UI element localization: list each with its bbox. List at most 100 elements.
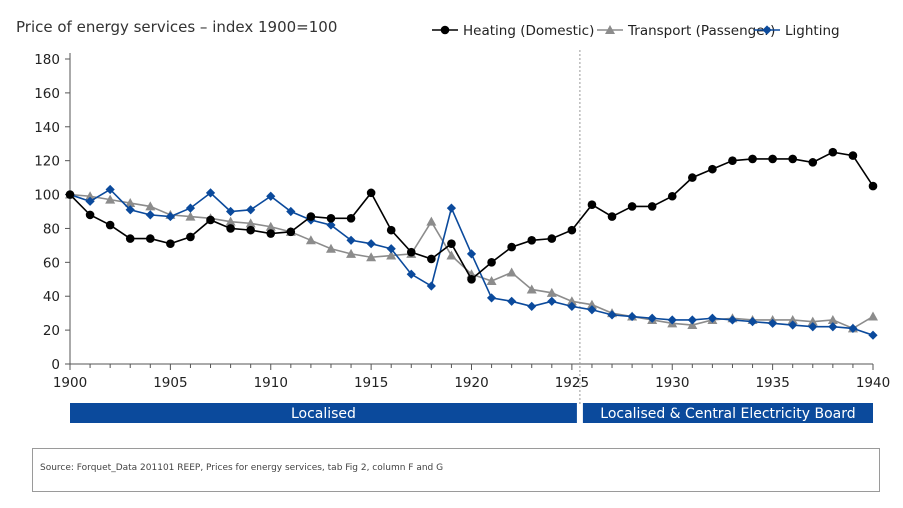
data-point [446, 203, 457, 213]
data-point [848, 323, 858, 334]
data-point [305, 235, 316, 245]
line-chart: 0 20 40 60 80 100 120 140 160 180 1900 1905 1910 1915… [34, 23, 890, 423]
data-point [487, 258, 496, 267]
period-band-bar [582, 403, 873, 423]
data-point [185, 211, 196, 221]
data-point [105, 220, 115, 230]
data-point [366, 252, 377, 262]
data-point [206, 215, 215, 225]
data-point [105, 194, 116, 204]
data-point [205, 188, 216, 198]
data-point [807, 316, 818, 326]
data-point [688, 173, 697, 182]
data-point [848, 151, 858, 160]
y-tick-label: 140 [34, 120, 60, 136]
data-point [567, 225, 577, 235]
data-point [708, 164, 717, 174]
data-point [828, 147, 838, 157]
data-point [647, 313, 657, 323]
data-point [827, 314, 838, 324]
data-point [808, 158, 818, 167]
data-point [748, 154, 757, 164]
data-point [186, 232, 195, 242]
data-point [326, 220, 336, 230]
data-point [788, 320, 798, 330]
data-point [245, 218, 256, 228]
data-point [466, 249, 477, 259]
source-box: Source: Forquet_Data 201101 REEP, Prices… [32, 448, 880, 492]
data-point [546, 287, 557, 297]
legend-marker [440, 25, 450, 35]
data-point [65, 190, 75, 199]
legend: Heating (Domestic) Transport (Passenger) L… [432, 23, 840, 39]
data-point [446, 250, 457, 260]
data-point [467, 274, 476, 284]
period-bands: Localised Localised & Central Electricity… [70, 403, 873, 423]
data-point [727, 315, 738, 325]
data-point [687, 315, 697, 325]
legend-label: Transport (Passenger) [627, 23, 775, 39]
data-point [406, 247, 416, 257]
y-tick-label: 80 [43, 221, 60, 237]
x-tick-label: 1900 [53, 375, 87, 391]
data-point [667, 315, 677, 325]
data-point [85, 191, 96, 201]
data-point [788, 154, 797, 164]
period-band: Localised & Central Electricity Board [582, 403, 873, 423]
data-point [647, 202, 657, 211]
data-point [246, 225, 255, 235]
data-point [627, 311, 637, 322]
data-point [325, 243, 336, 253]
series-lighting [65, 184, 878, 340]
data-point [386, 250, 397, 260]
data-point [526, 284, 537, 294]
data-point [728, 156, 737, 165]
data-point [266, 229, 276, 238]
period-band-bar [70, 403, 577, 423]
data-point [226, 224, 235, 233]
data-point [547, 296, 557, 306]
data-point [406, 269, 416, 279]
axes: 0 20 40 60 80 100 120 140 160 180 1900 1905 1910 1915… [34, 50, 890, 405]
data-point [246, 205, 256, 215]
y-tick-label: 0 [51, 357, 60, 373]
series-heating-domestic [65, 147, 878, 284]
y-tick-label: 160 [34, 86, 60, 102]
data-point [85, 210, 95, 220]
data-point [286, 227, 296, 237]
data-point [566, 296, 577, 306]
data-point [185, 203, 196, 213]
y-tick-label: 20 [43, 323, 60, 339]
data-point [447, 239, 456, 248]
data-point [146, 234, 155, 243]
data-point [366, 188, 376, 198]
data-point [165, 211, 175, 222]
y-tick-label: 100 [34, 188, 60, 204]
data-point [346, 213, 356, 223]
data-point [145, 210, 155, 220]
y-tick-label: 180 [34, 52, 60, 68]
period-band-label: Localised & Central Electricity Board [600, 406, 855, 422]
data-point [506, 267, 517, 277]
data-point [326, 213, 336, 223]
data-point [587, 200, 597, 210]
x-tick-label: 1905 [153, 375, 187, 391]
source-note: Source: Forquet_Data 201101 REEP, Prices… [40, 463, 444, 473]
data-point [346, 235, 356, 245]
data-point [607, 310, 617, 320]
data-point [125, 198, 136, 208]
data-point [366, 239, 376, 249]
data-point [426, 281, 436, 291]
data-point [486, 275, 497, 285]
data-point [787, 314, 798, 324]
data-point [225, 216, 236, 226]
x-tick-label: 1920 [454, 375, 488, 391]
data-point [226, 206, 236, 217]
chart-title: Price of energy services – index 1900=10… [16, 18, 338, 36]
data-point [125, 234, 135, 243]
data-point [286, 206, 296, 217]
data-point [85, 196, 95, 206]
data-point [607, 212, 617, 221]
data-point [265, 221, 276, 231]
data-point [507, 296, 517, 306]
